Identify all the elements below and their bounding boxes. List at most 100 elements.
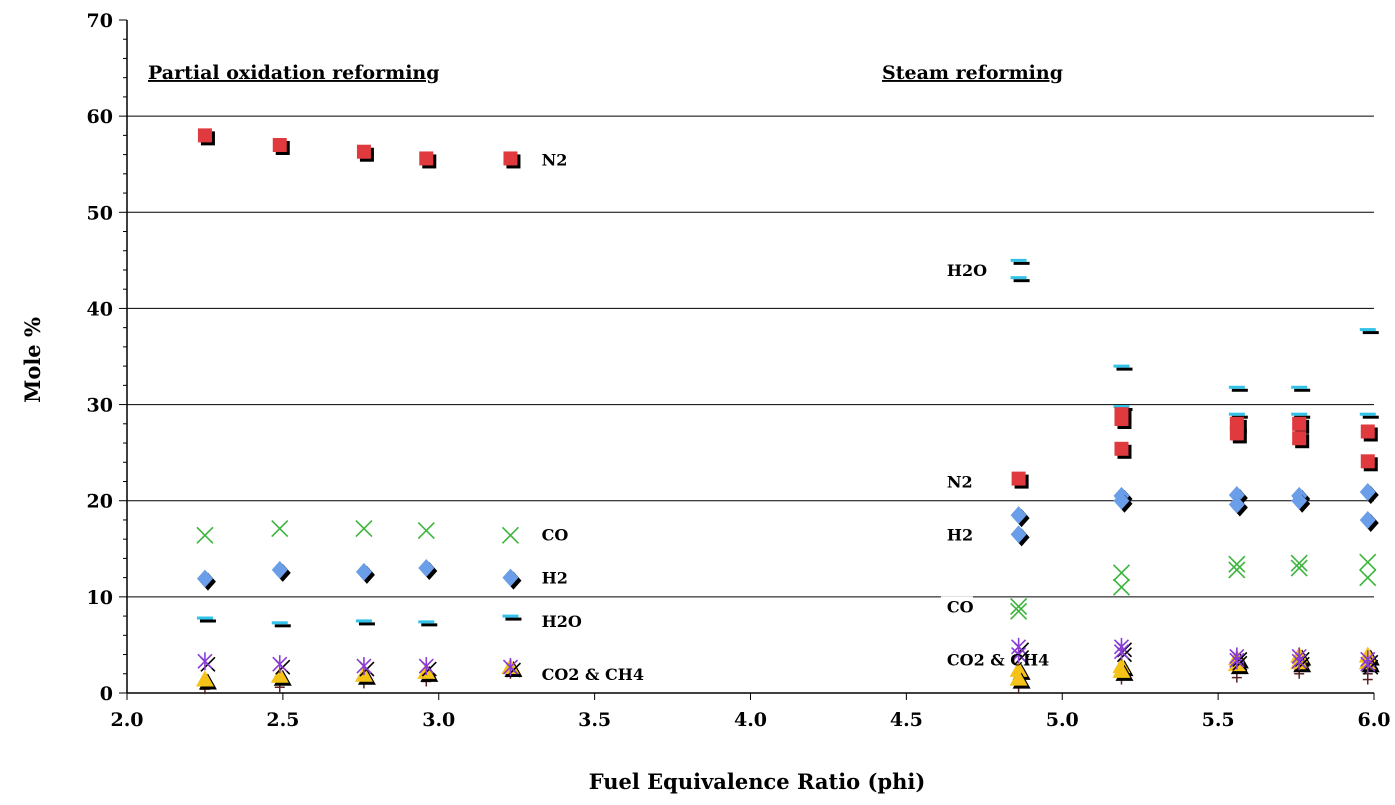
annotation-co2-ch4: CO2 & CH4 <box>947 650 1049 669</box>
x-tick-label: 2.5 <box>266 709 299 731</box>
point-ch4-1 <box>270 666 292 686</box>
point-co2-3 <box>418 657 437 677</box>
point-co-11 <box>1290 554 1308 572</box>
point-co-2 <box>355 520 373 538</box>
point-n2-3 <box>419 151 437 169</box>
point-co2-14 <box>1360 655 1379 675</box>
point-h2o-11 <box>1291 385 1311 392</box>
y-axis-title: Mole % <box>20 317 45 403</box>
point-h2o-1 <box>271 621 291 628</box>
point-co2-8 <box>1113 642 1133 663</box>
gridlines <box>127 115 1374 598</box>
annotation-background <box>940 524 973 547</box>
point-co-7 <box>1112 564 1131 582</box>
point-h2o-7 <box>1113 364 1133 371</box>
point-co2-12 <box>1291 652 1310 672</box>
point-other-7 <box>1231 672 1242 683</box>
y-tick-label: 50 <box>87 202 113 224</box>
point-h2-10 <box>1228 495 1248 517</box>
point-h2o-13 <box>1359 328 1379 335</box>
point-ch4-0 <box>195 670 217 690</box>
point-n2-14 <box>1360 454 1378 472</box>
point-h2-12 <box>1291 491 1311 513</box>
point-h2-5 <box>1010 506 1030 528</box>
point-n2-12 <box>1292 431 1310 449</box>
point-h2o-4 <box>502 614 522 621</box>
point-co2-2 <box>356 657 375 677</box>
x-tick-label: 4.5 <box>890 709 923 731</box>
point-n2-10 <box>1229 426 1247 444</box>
point-co-3 <box>417 521 435 540</box>
point-h2o-5 <box>1010 258 1030 265</box>
annotation-background <box>535 524 568 547</box>
point-h2-4 <box>502 568 522 590</box>
point-h2o-6 <box>1010 276 1030 283</box>
annotation-co: CO <box>542 525 569 544</box>
point-co-10 <box>1228 561 1246 579</box>
point-ch4-8 <box>1112 661 1134 681</box>
point-co-6 <box>1010 602 1028 620</box>
point-co2-13 <box>1360 650 1379 670</box>
point-h2-2 <box>355 562 375 584</box>
point-n2-2 <box>356 144 374 162</box>
annotation-co: CO <box>947 597 974 616</box>
point-h2-8 <box>1113 491 1133 513</box>
point-n2-5 <box>1011 471 1029 489</box>
annotation-background <box>535 149 568 172</box>
tick-labels: 0 10 20 30 40 50 60 70 2.0 2.5 3.0 3.5 4.0 4.5 5.0 5.5 6… <box>87 10 1391 731</box>
point-h2-1 <box>271 560 291 582</box>
point-co-8 <box>1112 578 1131 596</box>
point-h2-14 <box>1359 510 1379 532</box>
point-co-13 <box>1359 553 1377 571</box>
annotation-h2: H2 <box>947 525 973 544</box>
y-tick-label: 10 <box>87 587 113 609</box>
point-ch4-6 <box>1009 669 1031 689</box>
point-other-10 <box>1362 674 1373 685</box>
y-tick-label: 30 <box>87 395 113 417</box>
point-co-12 <box>1290 559 1308 577</box>
annotation-background <box>535 567 568 590</box>
x-tick-label: 5.5 <box>1202 709 1235 731</box>
x-tick-label: 3.0 <box>422 709 455 731</box>
point-co-14 <box>1359 569 1377 587</box>
point-co-1 <box>271 520 289 538</box>
point-n2-0 <box>197 128 215 146</box>
point-co2-1 <box>272 655 291 675</box>
point-n2-8 <box>1114 441 1132 459</box>
point-co-4 <box>501 526 520 544</box>
point-co-0 <box>196 526 214 544</box>
annotation-co2-ch4: CO2 & CH4 <box>542 665 644 684</box>
point-co-9 <box>1228 555 1246 573</box>
annotation-n2: N2 <box>542 150 568 169</box>
annotation-background <box>940 471 973 494</box>
point-h2o-3 <box>418 620 438 627</box>
point-h2o-14 <box>1359 412 1379 419</box>
point-co2-10 <box>1229 651 1248 671</box>
point-n2-13 <box>1360 424 1378 442</box>
point-h2-13 <box>1359 483 1379 505</box>
y-tick-label: 60 <box>87 106 113 128</box>
point-n2-7 <box>1114 411 1132 429</box>
point-h2o-2 <box>355 619 375 626</box>
section-title-partial-oxidation: Partial oxidation reforming <box>148 62 440 84</box>
point-co2-4 <box>502 658 522 678</box>
point-h2-6 <box>1010 525 1030 547</box>
y-tick-label: 20 <box>87 491 113 513</box>
x-tick-label: 6.0 <box>1357 709 1390 731</box>
section-title-steam-reforming: Steam reforming <box>882 62 1063 84</box>
x-tick-label: 2.0 <box>110 709 143 731</box>
y-tick-label: 0 <box>100 683 113 705</box>
annotation-background <box>940 259 983 282</box>
annotation-n2: N2 <box>947 472 973 491</box>
annotation-background <box>535 663 638 686</box>
x-tick-label: 5.0 <box>1046 709 1079 731</box>
point-co-5 <box>1010 597 1028 616</box>
annotation-h2: H2 <box>542 569 568 588</box>
y-tick-label: 40 <box>87 298 113 320</box>
annotations: N2 CO H2 H2O CO2 & CH4 H2O N2 H2 CO CO2 & CH4 <box>542 150 1050 683</box>
point-h2o-0 <box>196 616 216 623</box>
x-axis-title: Fuel Equivalence Ratio (phi) <box>589 769 926 794</box>
point-n2-11 <box>1292 416 1310 434</box>
